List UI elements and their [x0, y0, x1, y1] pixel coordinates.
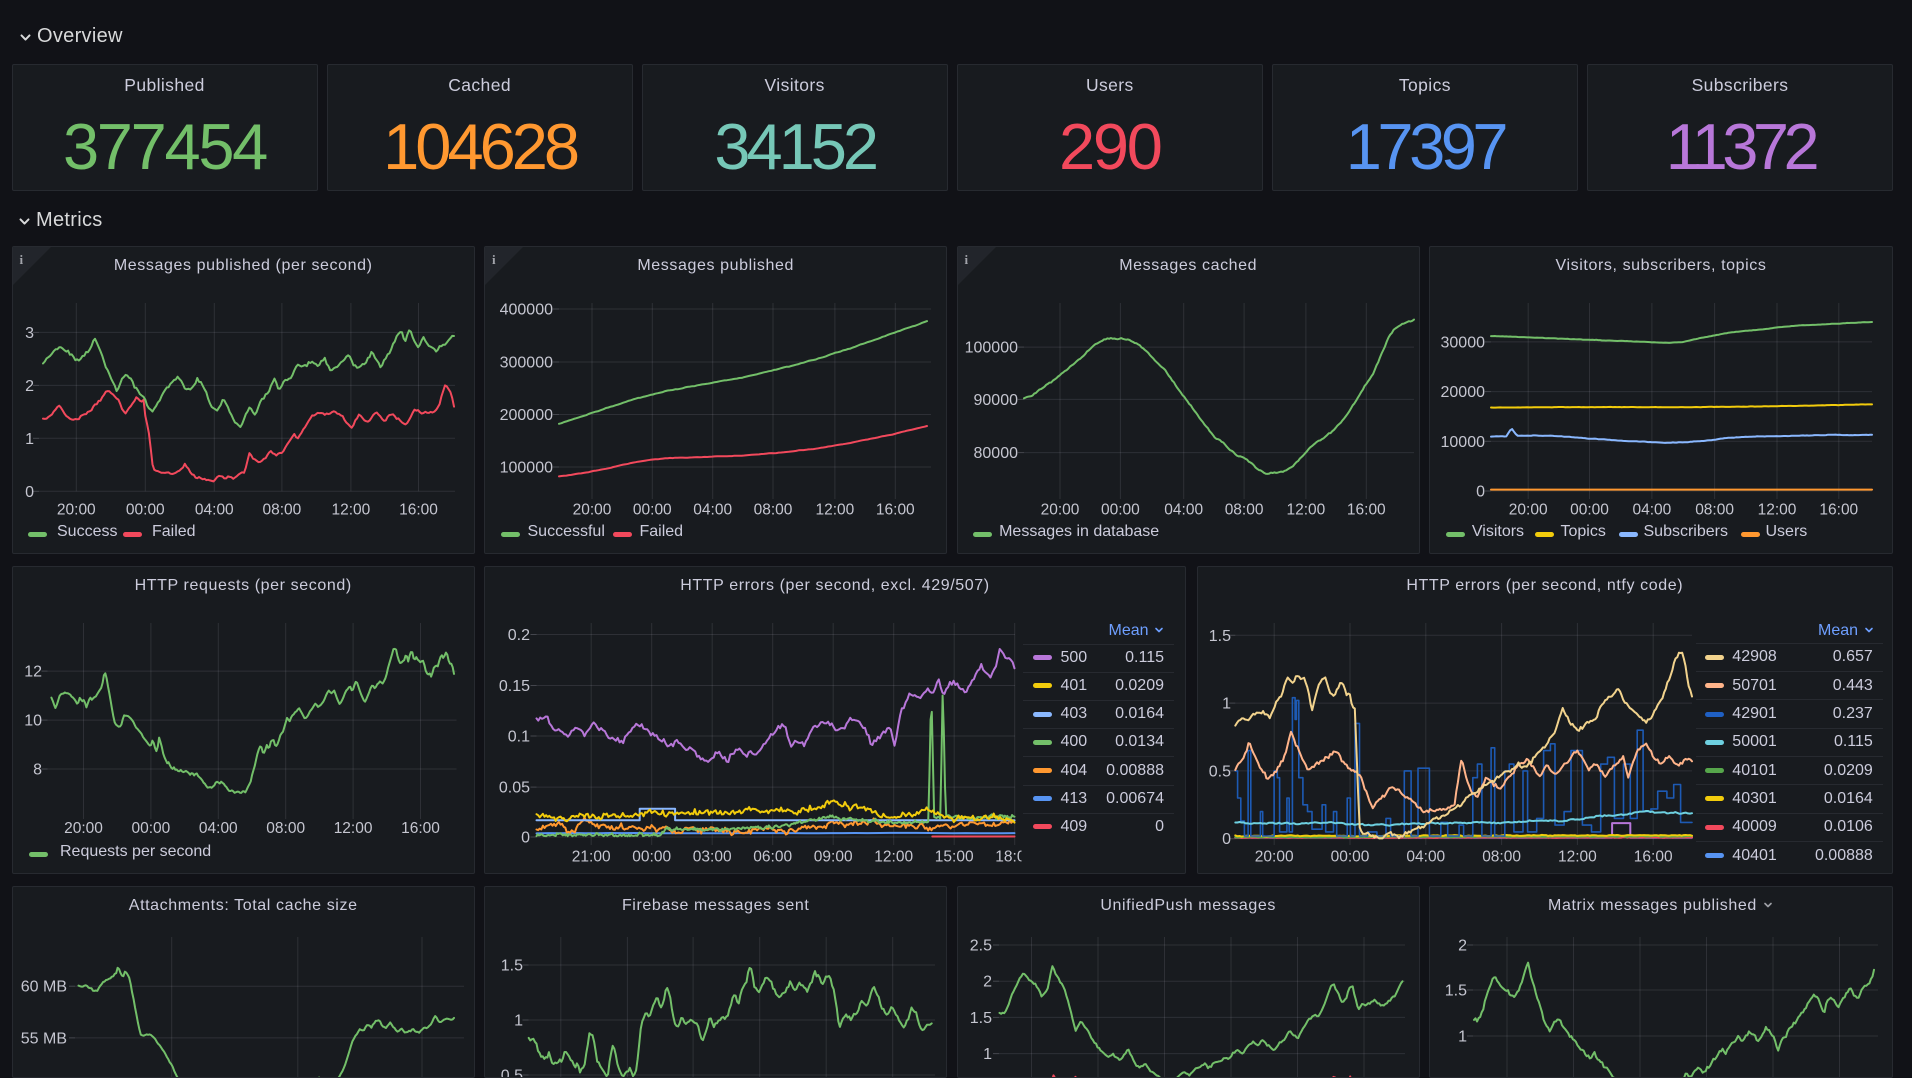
svg-text:04:00: 04:00 — [198, 820, 237, 837]
svg-text:00:00: 00:00 — [633, 502, 672, 519]
svg-text:0.05: 0.05 — [499, 779, 530, 796]
svg-text:00:00: 00:00 — [1330, 848, 1369, 865]
svg-text:12:00: 12:00 — [331, 502, 370, 519]
svg-text:1.5: 1.5 — [969, 1010, 991, 1027]
svg-text:16:00: 16:00 — [399, 502, 438, 519]
svg-text:00:00: 00:00 — [632, 848, 671, 865]
svg-text:55 MB: 55 MB — [20, 1030, 66, 1047]
svg-text:15:00: 15:00 — [935, 848, 974, 865]
svg-text:10: 10 — [24, 712, 42, 729]
svg-text:16:00: 16:00 — [1819, 502, 1858, 519]
svg-text:1.5: 1.5 — [1445, 983, 1467, 1000]
svg-text:20:00: 20:00 — [64, 820, 103, 837]
svg-text:08:00: 08:00 — [1224, 502, 1263, 519]
svg-text:1: 1 — [1458, 1029, 1467, 1046]
svg-text:20:00: 20:00 — [573, 502, 612, 519]
svg-text:0.2: 0.2 — [508, 627, 530, 644]
svg-text:3: 3 — [25, 325, 34, 342]
svg-text:08:00: 08:00 — [1482, 848, 1521, 865]
svg-text:1: 1 — [25, 431, 34, 448]
svg-text:08:00: 08:00 — [1695, 502, 1734, 519]
svg-text:0.5: 0.5 — [1208, 763, 1230, 780]
svg-text:18:00: 18:00 — [995, 848, 1034, 865]
svg-text:2: 2 — [1458, 938, 1467, 955]
svg-text:0: 0 — [1476, 484, 1485, 501]
svg-text:12:00: 12:00 — [1558, 848, 1597, 865]
svg-text:00:00: 00:00 — [1101, 502, 1140, 519]
svg-text:0: 0 — [1222, 831, 1231, 848]
svg-text:1.5: 1.5 — [1208, 627, 1230, 644]
svg-text:1.5: 1.5 — [501, 958, 523, 975]
svg-text:08:00: 08:00 — [266, 820, 305, 837]
svg-text:20000: 20000 — [1441, 384, 1486, 401]
svg-text:04:00: 04:00 — [1633, 502, 1672, 519]
svg-text:8: 8 — [33, 761, 42, 778]
svg-text:300000: 300000 — [500, 355, 553, 372]
svg-text:200000: 200000 — [500, 407, 553, 424]
svg-text:2: 2 — [25, 378, 34, 395]
svg-text:1: 1 — [983, 1046, 992, 1063]
svg-text:80000: 80000 — [973, 445, 1018, 462]
svg-text:12:00: 12:00 — [874, 848, 913, 865]
svg-text:20:00: 20:00 — [1040, 502, 1079, 519]
svg-text:12:00: 12:00 — [1286, 502, 1325, 519]
svg-text:04:00: 04:00 — [1406, 848, 1445, 865]
svg-text:00:00: 00:00 — [1570, 502, 1609, 519]
svg-text:08:00: 08:00 — [262, 502, 301, 519]
svg-text:12: 12 — [24, 663, 42, 680]
svg-text:16:00: 16:00 — [1346, 502, 1385, 519]
svg-text:16:00: 16:00 — [876, 502, 915, 519]
svg-text:12:00: 12:00 — [1758, 502, 1797, 519]
svg-text:100000: 100000 — [500, 460, 553, 477]
svg-text:0.5: 0.5 — [501, 1068, 523, 1078]
svg-text:00:00: 00:00 — [125, 502, 164, 519]
svg-text:03:00: 03:00 — [693, 848, 732, 865]
svg-text:16:00: 16:00 — [401, 820, 440, 837]
svg-text:12:00: 12:00 — [816, 502, 855, 519]
svg-text:60 MB: 60 MB — [20, 979, 66, 996]
svg-text:09:00: 09:00 — [814, 848, 853, 865]
svg-text:12:00: 12:00 — [333, 820, 372, 837]
svg-text:21:00: 21:00 — [572, 848, 611, 865]
svg-text:16:00: 16:00 — [1633, 848, 1672, 865]
svg-text:2.5: 2.5 — [969, 938, 991, 955]
svg-text:0: 0 — [25, 484, 34, 501]
svg-text:04:00: 04:00 — [1164, 502, 1203, 519]
svg-text:10000: 10000 — [1441, 434, 1486, 451]
svg-text:0: 0 — [521, 829, 530, 846]
svg-text:100000: 100000 — [964, 340, 1017, 357]
svg-text:1: 1 — [1222, 695, 1231, 712]
svg-text:20:00: 20:00 — [1509, 502, 1548, 519]
svg-text:0.1: 0.1 — [508, 728, 530, 745]
svg-text:08:00: 08:00 — [754, 502, 793, 519]
svg-text:90000: 90000 — [973, 392, 1018, 409]
svg-text:06:00: 06:00 — [753, 848, 792, 865]
svg-text:1: 1 — [514, 1013, 523, 1030]
svg-text:20:00: 20:00 — [56, 502, 95, 519]
svg-text:04:00: 04:00 — [194, 502, 233, 519]
svg-text:00:00: 00:00 — [131, 820, 170, 837]
svg-text:20:00: 20:00 — [1254, 848, 1293, 865]
svg-text:04:00: 04:00 — [693, 502, 732, 519]
svg-text:400000: 400000 — [500, 302, 553, 319]
svg-text:0.15: 0.15 — [499, 678, 530, 695]
svg-text:2: 2 — [983, 974, 992, 991]
svg-text:30000: 30000 — [1441, 334, 1486, 351]
